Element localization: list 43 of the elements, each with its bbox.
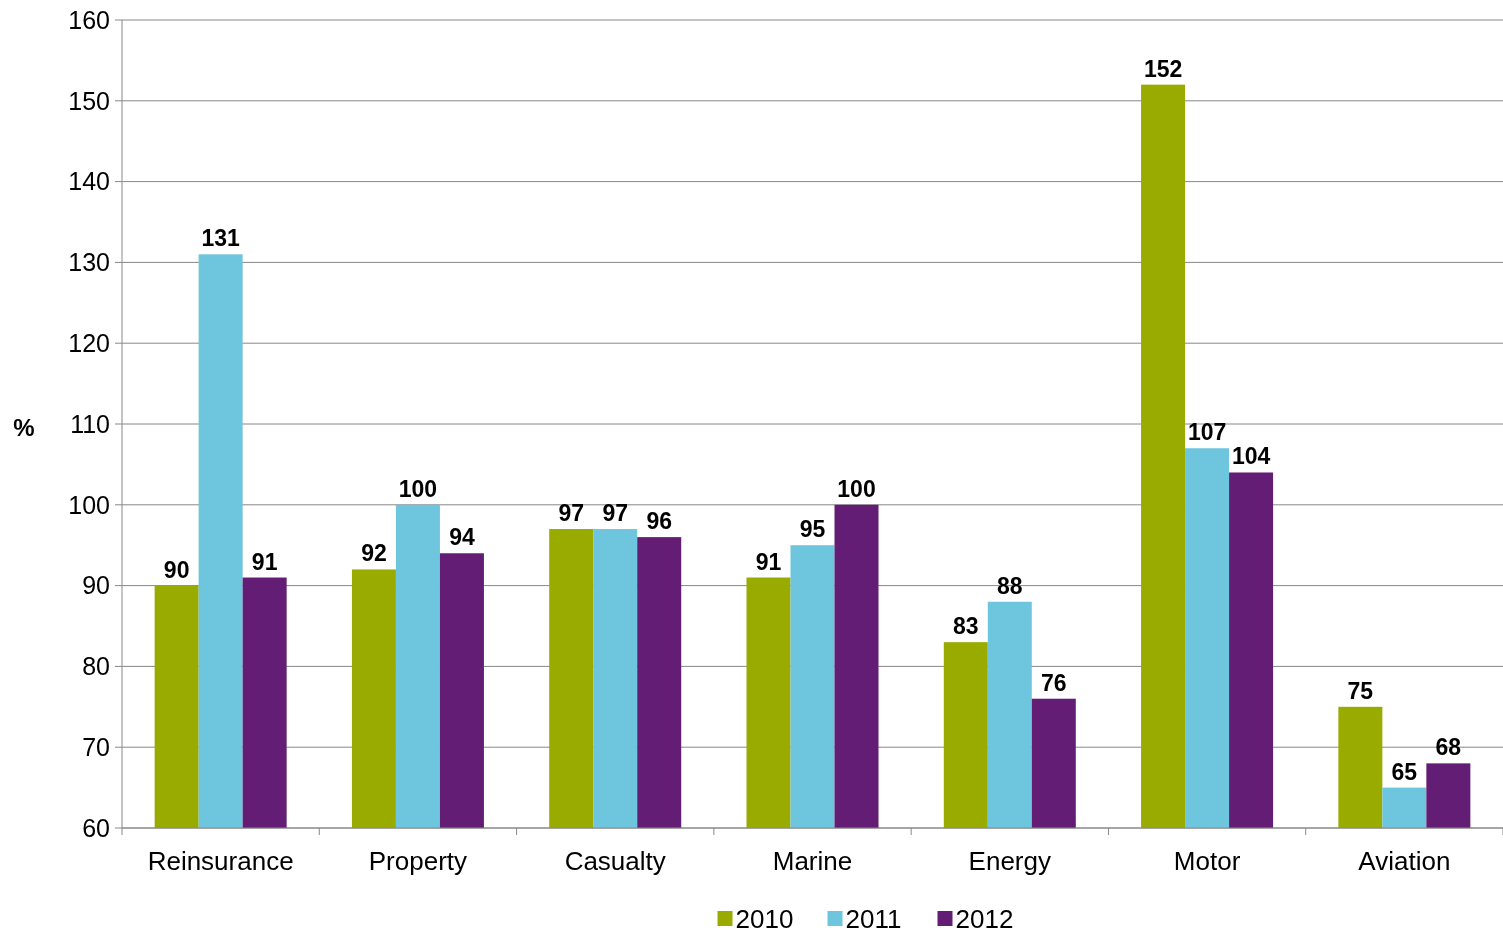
data-label: 96 xyxy=(646,508,673,535)
y-tick-label: 70 xyxy=(82,732,110,761)
data-label: 65 xyxy=(1391,758,1418,785)
legend-label: 2010 xyxy=(735,904,794,933)
y-tick-label: 140 xyxy=(68,167,110,196)
data-label: 90 xyxy=(163,556,190,583)
x-tick-label: Reinsurance xyxy=(147,846,294,876)
y-tick-label: 110 xyxy=(70,409,110,438)
data-label: 104 xyxy=(1231,443,1271,470)
x-tick-label: Casualty xyxy=(564,846,666,876)
x-tick-label: Aviation xyxy=(1358,846,1451,876)
y-tick-label: 120 xyxy=(68,328,110,357)
data-label: 100 xyxy=(837,475,876,502)
data-label: 91 xyxy=(251,548,278,575)
data-label: 75 xyxy=(1347,677,1374,704)
data-label: 131 xyxy=(201,225,241,252)
data-label: 97 xyxy=(602,500,629,527)
x-tick-label: Energy xyxy=(968,846,1051,876)
data-label: 152 xyxy=(1143,55,1183,82)
data-label: 95 xyxy=(799,516,826,543)
y-tick-label: 80 xyxy=(82,652,110,681)
y-tick-label: 160 xyxy=(68,5,110,34)
y-tick-label: 90 xyxy=(82,571,110,600)
data-label: 92 xyxy=(361,540,387,567)
y-tick-label: 60 xyxy=(82,813,110,842)
y-tick-label: 150 xyxy=(68,86,110,115)
x-tick-label: Property xyxy=(368,846,468,876)
data-label: 100 xyxy=(398,475,438,502)
data-label: 83 xyxy=(952,613,979,640)
data-label: 76 xyxy=(1040,669,1067,696)
data-label: 94 xyxy=(449,524,475,551)
data-label: 107 xyxy=(1187,419,1227,446)
y-tick-label: 100 xyxy=(68,490,110,519)
legend-label: 2012 xyxy=(955,904,1014,933)
x-tick-label: Marine xyxy=(772,846,853,876)
data-label: 68 xyxy=(1435,734,1462,761)
data-label: 97 xyxy=(558,500,585,527)
data-label: 88 xyxy=(996,572,1023,599)
y-tick-label: 130 xyxy=(68,248,110,277)
data-label: 91 xyxy=(755,548,782,575)
y-axis-title: % xyxy=(13,414,35,442)
x-tick-label: Motor xyxy=(1173,846,1241,876)
legend-label: 2011 xyxy=(845,904,902,933)
